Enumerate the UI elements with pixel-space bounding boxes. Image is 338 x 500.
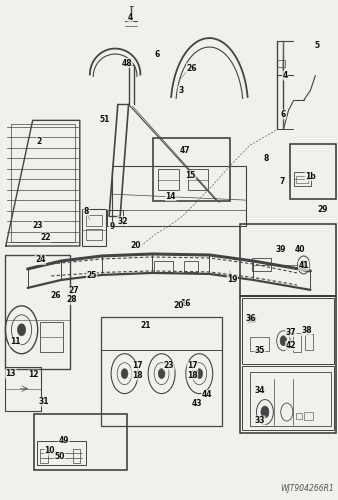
Text: 18: 18 [132,371,142,380]
Bar [11,124,75,242]
Text: 14: 14 [165,192,176,200]
Text: 20: 20 [174,302,184,310]
Bar [41,322,63,352]
Text: 43: 43 [191,399,202,408]
Circle shape [196,368,203,378]
Bar [188,169,209,190]
Text: 42: 42 [286,341,296,350]
Text: 47: 47 [180,146,191,155]
Bar [73,450,80,464]
Text: 6: 6 [281,110,286,119]
Text: 3: 3 [178,86,184,95]
Bar [112,166,246,226]
Bar [5,366,41,410]
Text: 35: 35 [255,346,265,355]
Text: 6: 6 [154,50,160,59]
Text: 41: 41 [298,262,309,270]
Circle shape [121,368,128,378]
Text: 36: 36 [245,314,256,324]
Text: 9: 9 [109,222,114,231]
Text: 2: 2 [37,137,42,146]
Text: 44: 44 [201,390,212,399]
Bar [184,262,198,272]
Bar [158,169,179,190]
Bar [86,215,102,226]
Text: 7: 7 [279,176,285,186]
Text: 32: 32 [117,216,128,226]
Bar [86,229,102,240]
Circle shape [261,406,269,418]
Bar [240,224,336,296]
Text: 26: 26 [50,292,61,300]
Text: 12: 12 [28,370,39,379]
Text: 25: 25 [87,272,97,280]
Text: 1b: 1b [305,172,316,180]
Text: 18: 18 [187,371,198,380]
Bar [82,208,106,246]
Text: 5: 5 [315,41,320,50]
Text: 23: 23 [32,220,43,230]
Text: 48: 48 [122,58,132,68]
Text: 20: 20 [130,240,141,250]
Text: 17: 17 [187,361,198,370]
Text: 37: 37 [286,328,296,337]
Bar [293,172,311,186]
Bar [5,255,70,368]
Text: 10: 10 [44,446,55,455]
Bar [250,372,331,426]
Text: 21: 21 [141,322,151,330]
Bar [242,298,334,364]
Bar [252,258,271,271]
Circle shape [158,368,165,378]
Bar [107,210,123,226]
Bar [37,442,86,466]
Bar [296,412,302,418]
Bar [296,176,308,182]
Text: 31: 31 [39,397,49,406]
Text: 24: 24 [35,256,46,264]
Text: 4: 4 [283,71,288,80]
Bar [240,296,336,434]
Bar [304,412,313,420]
Bar [41,450,48,464]
Bar [305,334,313,349]
Circle shape [280,336,287,345]
Circle shape [18,324,26,336]
Text: 51: 51 [99,115,110,124]
Text: 34: 34 [255,386,265,395]
Text: 33: 33 [255,416,265,425]
Text: 30: 30 [246,316,257,326]
Text: 11: 11 [10,337,20,346]
Text: 8: 8 [264,154,269,164]
Text: 29: 29 [317,204,328,214]
Bar [290,144,336,199]
Text: 38: 38 [301,326,312,336]
Circle shape [301,261,306,269]
Bar [250,337,269,350]
Text: 39: 39 [275,244,286,254]
Text: 50: 50 [54,452,65,461]
Text: 26: 26 [187,64,197,72]
Text: 27: 27 [69,286,79,296]
Text: 22: 22 [40,233,51,242]
Text: 13: 13 [5,369,16,378]
Text: 17: 17 [132,361,142,370]
Bar [242,366,334,430]
Bar [293,334,301,352]
Text: 16: 16 [180,300,190,308]
Bar [153,138,230,201]
Text: WJT904266R1: WJT904266R1 [280,484,334,494]
Text: 19: 19 [227,276,238,284]
Bar [101,317,222,426]
Bar [154,262,173,272]
Text: 4: 4 [128,13,133,22]
Bar [34,414,127,470]
Text: 28: 28 [66,296,77,304]
Text: 8: 8 [84,206,89,216]
Text: 40: 40 [295,244,306,254]
Text: 15: 15 [185,170,196,179]
Text: 23: 23 [164,361,174,370]
Text: 49: 49 [59,436,69,445]
Bar [277,60,285,66]
